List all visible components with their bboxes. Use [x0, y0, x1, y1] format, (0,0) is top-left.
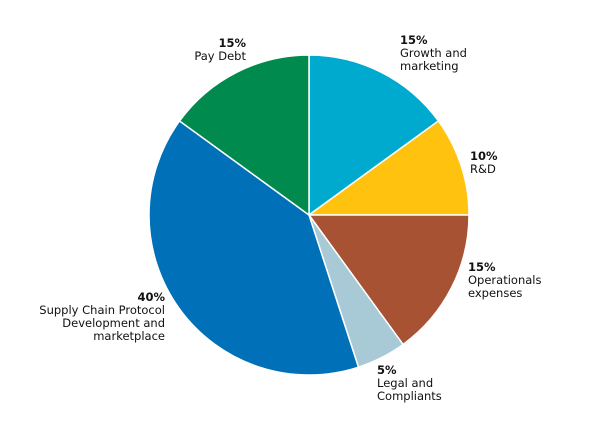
pie-slice	[178, 54, 310, 217]
value-label: 5%	[377, 363, 397, 377]
category-label: R&D	[470, 162, 496, 176]
value-label: 10%	[470, 149, 498, 163]
category-label: Operationals expenses	[468, 273, 542, 300]
slice-label: 40% Supply Chain Protocol Development and…	[15, 291, 165, 343]
category-label: Pay Debt	[194, 49, 246, 63]
pie-slice	[148, 119, 360, 376]
slice-label: 15% Operationals expenses	[468, 261, 548, 300]
value-label: 15%	[468, 260, 496, 274]
slice-label: 15% Growth and marketing	[400, 34, 478, 73]
category-label: Supply Chain Protocol Development and ma…	[39, 303, 165, 343]
category-label: Growth and marketing	[400, 46, 467, 73]
value-label: 40%	[137, 290, 165, 304]
pie-slice	[306, 119, 470, 216]
pie-slice	[307, 214, 470, 346]
value-label: 15%	[400, 33, 428, 47]
category-label: Legal and Compliants	[377, 376, 442, 403]
slice-label: 10% R&D	[470, 150, 530, 176]
value-label: 15%	[218, 36, 246, 50]
slice-label: 5% Legal and Compliants	[377, 364, 449, 403]
pie-slice	[308, 54, 440, 217]
slice-label: 15% Pay Debt	[150, 37, 246, 63]
